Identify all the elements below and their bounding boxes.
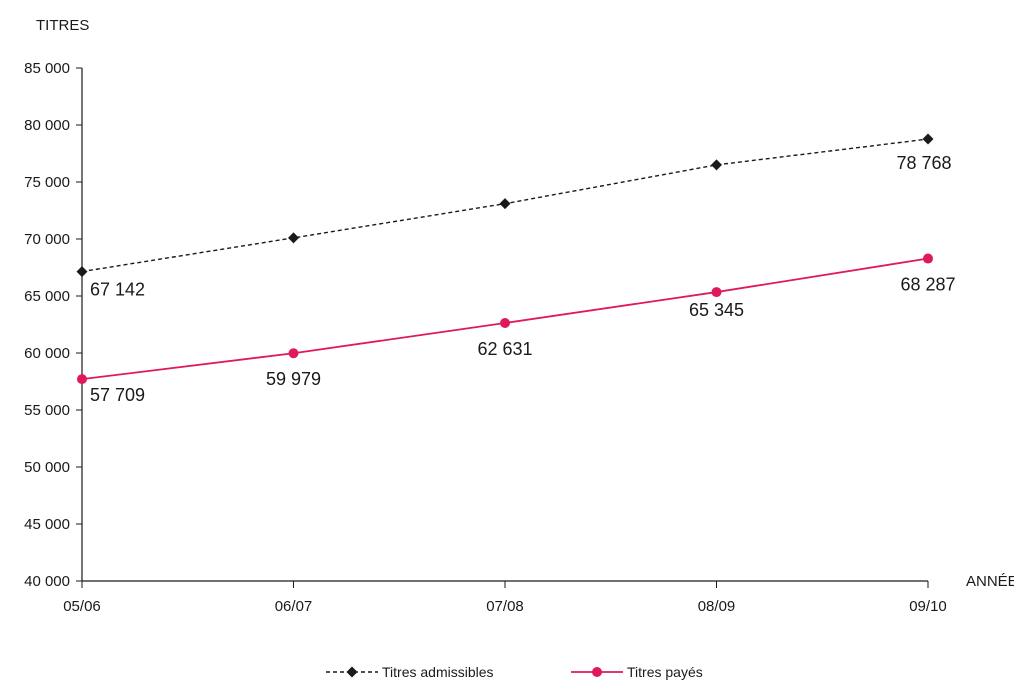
axes: 40 000 45 000 50 000 55 000 60 000 65 000 70 0… <box>24 60 947 615</box>
data-point <box>922 133 934 145</box>
diamond-marker-icon <box>346 666 358 678</box>
data-labels: 67 142 78 768 57 709 59 979 62 631 65 345 68 2… <box>90 153 956 405</box>
data-label: 57 709 <box>90 385 145 405</box>
data-label: 65 345 <box>689 300 744 320</box>
data-point <box>923 253 933 264</box>
x-tick-label: 09/10 <box>909 598 947 615</box>
y-tick-label: 80 000 <box>24 117 70 134</box>
data-point <box>76 266 88 278</box>
data-label: 78 768 <box>896 153 951 173</box>
y-tick-label: 75 000 <box>24 174 70 191</box>
data-point <box>711 287 722 298</box>
y-tick-label: 70 000 <box>24 231 70 248</box>
data-label: 59 979 <box>266 369 321 389</box>
data-point <box>499 198 511 210</box>
data-point <box>288 348 299 359</box>
legend: Titres admissibles Titres payés <box>326 664 703 680</box>
y-tick-label: 85 000 <box>24 60 70 77</box>
data-label: 62 631 <box>477 339 532 359</box>
y-tick-label: 40 000 <box>24 573 70 590</box>
y-tick-label: 55 000 <box>24 402 70 419</box>
data-point <box>711 159 722 171</box>
series-group <box>76 133 934 385</box>
y-tick-label: 60 000 <box>24 345 70 362</box>
y-tick-label: 50 000 <box>24 459 70 476</box>
x-tick-label: 07/08 <box>486 598 524 615</box>
data-label: 67 142 <box>90 280 145 300</box>
data-point <box>500 318 510 329</box>
legend-label: Titres admissibles <box>382 664 494 680</box>
y-tick-label: 45 000 <box>24 516 70 533</box>
y-tick-label: 65 000 <box>24 288 70 305</box>
legend-label: Titres payés <box>627 664 703 680</box>
x-tick-label: 06/07 <box>275 598 313 615</box>
data-label: 68 287 <box>900 275 955 295</box>
x-tick-label: 05/06 <box>63 598 101 615</box>
x-tick-label: 08/09 <box>698 598 736 615</box>
data-point <box>77 374 87 385</box>
x-axis-title: ANNÉE <box>966 573 1014 590</box>
data-point <box>288 232 299 244</box>
y-axis-title: TITRES <box>36 17 89 34</box>
circle-marker-icon <box>592 667 602 677</box>
